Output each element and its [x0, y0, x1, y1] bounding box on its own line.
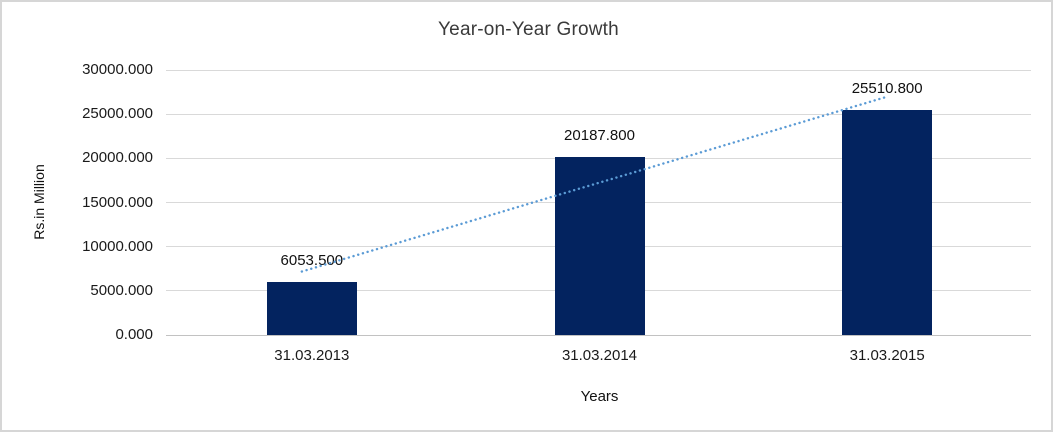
gridline	[166, 69, 1031, 71]
bar-value-label: 6053.500	[280, 251, 344, 269]
y-tick-label: 15000.000	[82, 193, 153, 211]
y-tick-label: 25000.000	[82, 105, 153, 123]
bar	[842, 109, 933, 335]
x-axis-title: Years	[580, 388, 619, 405]
chart-title: Year-on-Year Growth	[438, 19, 619, 40]
x-axis-line	[166, 334, 1031, 336]
y-tick-label: 30000.000	[82, 61, 153, 78]
y-tick-label: 5000.000	[90, 281, 153, 299]
bar-value-label: 25510.800	[851, 79, 923, 97]
y-tick-label: 0.000	[115, 326, 153, 343]
bar-value-label: 20187.800	[564, 126, 635, 144]
bar	[266, 281, 357, 335]
y-tick-label: 10000.000	[82, 237, 153, 255]
y-tick-label: 20000.000	[82, 149, 153, 167]
x-category-label: 31.03.2014	[561, 347, 638, 364]
x-category-label: 31.03.2015	[849, 347, 925, 364]
x-category-label: 31.03.2013	[274, 347, 350, 364]
bar	[554, 156, 645, 335]
